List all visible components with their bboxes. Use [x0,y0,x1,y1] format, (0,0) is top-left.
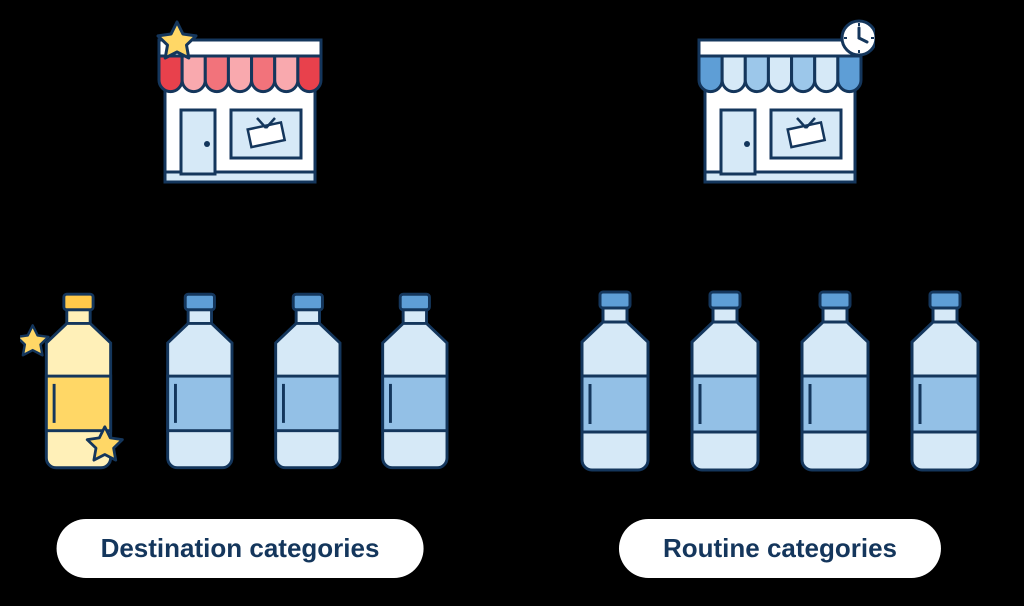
bottle-blue [679,280,771,480]
destination-bottles [20,280,460,480]
bottle-blue [569,280,661,480]
bottle-blue [370,280,460,480]
bottle-yellow [20,280,137,480]
routine-bottles [560,280,1000,480]
routine-label: Routine categories [619,519,941,578]
star-icon [20,325,48,355]
routine-panel: Routine categories [560,0,1000,606]
bottle-blue [155,280,245,480]
clock-icon [842,21,875,55]
bottle-blue [789,280,881,480]
bottle-blue [263,280,353,480]
bottle-blue [899,280,991,480]
destination-panel: Destination categories [20,0,460,606]
destination-store [145,14,335,199]
destination-label: Destination categories [57,519,424,578]
routine-store [685,14,875,199]
